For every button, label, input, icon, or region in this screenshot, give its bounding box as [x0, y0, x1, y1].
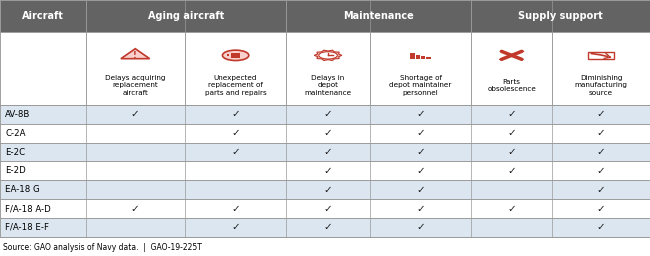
Text: ✓: ✓ [324, 185, 332, 195]
Text: ✓: ✓ [231, 147, 240, 157]
Text: F/A-18 A-D: F/A-18 A-D [5, 204, 51, 213]
Bar [0, 218, 650, 237]
Bar [233, 53, 235, 55]
Text: ✓: ✓ [416, 128, 425, 138]
Bar [471, 32, 552, 105]
Text: ✓: ✓ [324, 109, 332, 119]
Text: ✓: ✓ [324, 222, 332, 232]
Text: Aging aircraft: Aging aircraft [148, 11, 224, 21]
Text: Supply support: Supply support [518, 11, 603, 21]
Bar [415, 55, 420, 59]
Bar [588, 52, 614, 59]
Circle shape [519, 50, 525, 52]
Text: Delays in
depot
maintenance: Delays in depot maintenance [304, 75, 352, 96]
Bar [0, 143, 650, 162]
Bar [552, 32, 650, 105]
Text: ✓: ✓ [416, 166, 425, 176]
Bar [86, 0, 286, 32]
Text: ✓: ✓ [597, 204, 605, 214]
Text: ✓: ✓ [597, 166, 605, 176]
Text: ✓: ✓ [416, 185, 425, 195]
Text: ✓: ✓ [324, 166, 332, 176]
Bar [286, 0, 471, 32]
Bar [0, 162, 650, 180]
Circle shape [520, 59, 524, 60]
Text: ✓: ✓ [597, 222, 605, 232]
Text: Shortage of
depot maintainer
personnel: Shortage of depot maintainer personnel [389, 75, 452, 96]
Text: ✓: ✓ [231, 222, 240, 232]
Text: Aircraft: Aircraft [22, 11, 64, 21]
Text: ✓: ✓ [231, 204, 240, 214]
Polygon shape [314, 50, 342, 60]
Text: ✓: ✓ [416, 222, 425, 232]
Bar [231, 55, 240, 58]
Text: E-2C: E-2C [5, 147, 25, 157]
Bar [421, 56, 426, 59]
Text: ✓: ✓ [597, 128, 605, 138]
Text: ✓: ✓ [416, 204, 425, 214]
Text: Unexpected
replacement of
parts and repairs: Unexpected replacement of parts and repa… [205, 75, 266, 96]
Text: ✓: ✓ [597, 109, 605, 119]
Text: ✓: ✓ [324, 204, 332, 214]
Text: Diminishing
manufacturing
source: Diminishing manufacturing source [575, 75, 627, 96]
Text: F/A-18 E-F: F/A-18 E-F [5, 223, 49, 232]
Bar [231, 53, 233, 55]
Circle shape [222, 50, 249, 60]
Text: ✓: ✓ [507, 128, 516, 138]
Circle shape [499, 58, 504, 60]
Bar [286, 32, 370, 105]
Text: ✓: ✓ [507, 166, 516, 176]
Text: ✓: ✓ [507, 204, 516, 214]
Text: EA-18 G: EA-18 G [5, 185, 40, 194]
Text: Delays acquiring
replacement
aircraft: Delays acquiring replacement aircraft [105, 75, 166, 96]
Text: ✓: ✓ [416, 109, 425, 119]
Bar [86, 32, 185, 105]
Text: C-2A: C-2A [5, 129, 26, 138]
Bar [426, 58, 431, 59]
Bar [239, 53, 240, 55]
Bar [0, 124, 650, 143]
Text: AV-8B: AV-8B [5, 110, 31, 119]
Bar [0, 199, 650, 218]
Text: ✓: ✓ [416, 147, 425, 157]
Bar [0, 105, 650, 124]
Text: !: ! [133, 51, 137, 60]
Text: ✓: ✓ [324, 147, 332, 157]
Text: ✓: ✓ [597, 147, 605, 157]
Text: ✓: ✓ [231, 128, 240, 138]
Text: ✓: ✓ [324, 128, 332, 138]
Polygon shape [121, 49, 150, 59]
Bar [236, 53, 238, 55]
Text: E-2D: E-2D [5, 166, 26, 175]
Bar [370, 32, 471, 105]
Text: ✓: ✓ [507, 109, 516, 119]
Text: ✓: ✓ [507, 147, 516, 157]
Bar [227, 54, 229, 56]
Circle shape [318, 52, 337, 59]
Bar [185, 32, 286, 105]
Bar [471, 0, 650, 32]
Circle shape [499, 50, 504, 52]
Bar [0, 180, 650, 199]
Text: ✓: ✓ [131, 109, 140, 119]
Bar [0, 0, 86, 32]
Text: Source: GAO analysis of Navy data.  |  GAO-19-225T: Source: GAO analysis of Navy data. | GAO… [3, 243, 202, 252]
Bar [0, 32, 86, 105]
Text: ✓: ✓ [231, 109, 240, 119]
Text: ✓: ✓ [131, 204, 140, 214]
Bar [410, 53, 415, 59]
Text: ✓: ✓ [597, 185, 605, 195]
Text: Parts
obsolescence: Parts obsolescence [488, 79, 536, 92]
Text: Maintenance: Maintenance [343, 11, 414, 21]
